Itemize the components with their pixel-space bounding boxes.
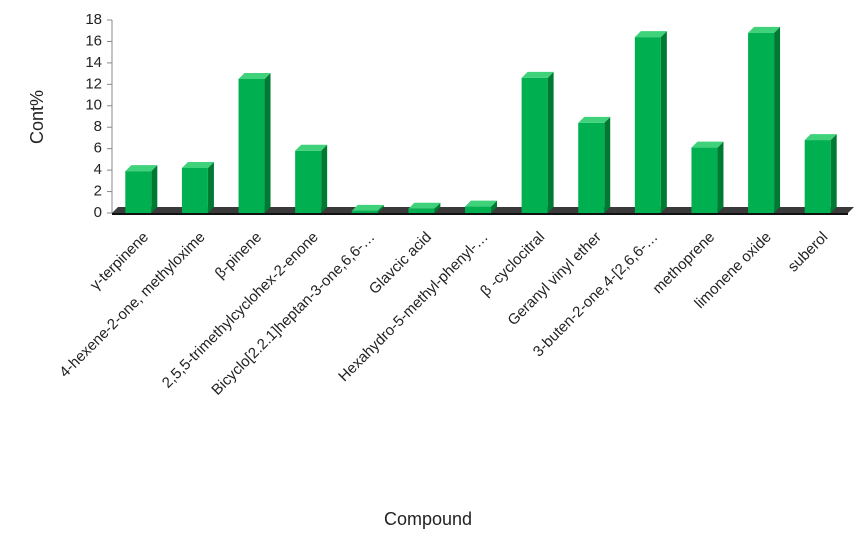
bar-front bbox=[238, 78, 265, 213]
bar-top bbox=[238, 72, 271, 79]
bar bbox=[521, 71, 554, 214]
bar-front bbox=[351, 210, 378, 213]
y-tick-label: 14 bbox=[85, 54, 102, 71]
bar-front bbox=[804, 140, 831, 213]
bar-top bbox=[804, 134, 837, 141]
bar bbox=[804, 134, 837, 213]
bar-side bbox=[207, 161, 214, 213]
x-tick-label: Geranyl vinyl ether bbox=[504, 229, 604, 329]
bar-top bbox=[181, 161, 214, 168]
bar-top bbox=[691, 141, 724, 148]
bar-front bbox=[634, 37, 661, 214]
bar-side bbox=[604, 116, 611, 213]
y-tick-label: 10 bbox=[85, 97, 102, 114]
bar bbox=[634, 31, 667, 214]
bar-side bbox=[264, 72, 271, 213]
bar-side bbox=[774, 26, 781, 213]
y-tick-label: 4 bbox=[94, 161, 102, 178]
bar bbox=[351, 204, 384, 213]
bar-front bbox=[408, 208, 435, 213]
bar-side bbox=[151, 165, 158, 213]
bar-side bbox=[830, 134, 837, 213]
y-tick-label: 16 bbox=[85, 32, 102, 49]
floor-front bbox=[112, 213, 848, 215]
bar-top bbox=[521, 71, 554, 78]
bar-front bbox=[748, 32, 775, 213]
bar-side bbox=[660, 31, 667, 214]
bar bbox=[465, 200, 497, 213]
bar-side bbox=[547, 71, 554, 214]
bar-top bbox=[634, 31, 667, 38]
bar-side bbox=[491, 200, 497, 213]
bar-top bbox=[125, 165, 158, 172]
bar-top bbox=[408, 202, 441, 209]
bar bbox=[748, 26, 781, 213]
bar-front bbox=[465, 206, 491, 213]
bar-top bbox=[748, 26, 781, 33]
bar-top bbox=[295, 144, 328, 151]
y-tick-label: 0 bbox=[94, 204, 102, 221]
bar-front bbox=[295, 150, 322, 213]
y-tick-label: 6 bbox=[94, 140, 102, 157]
x-axis-label: Compound bbox=[384, 509, 472, 529]
bar-side bbox=[434, 202, 441, 213]
bar bbox=[295, 144, 328, 213]
bar bbox=[691, 141, 724, 213]
bar-front bbox=[181, 167, 208, 213]
y-axis-label: Cont% bbox=[27, 90, 47, 144]
y-tick-label: 18 bbox=[85, 11, 102, 28]
bar-front bbox=[691, 147, 718, 213]
bar bbox=[408, 202, 441, 213]
x-tick-label: β-pinene bbox=[212, 229, 266, 283]
bar-top bbox=[351, 204, 384, 211]
bar-front bbox=[125, 171, 152, 213]
bar-side bbox=[377, 204, 384, 213]
bar-top bbox=[465, 200, 497, 207]
y-tick-label: 8 bbox=[94, 118, 102, 135]
bar-side bbox=[321, 144, 328, 213]
bar bbox=[181, 161, 214, 213]
bar-side bbox=[717, 141, 724, 213]
bar-front bbox=[578, 122, 605, 213]
bar bbox=[125, 165, 158, 213]
y-tick-label: 2 bbox=[94, 183, 102, 200]
x-tick-label: suberol bbox=[785, 229, 832, 276]
bar-top bbox=[578, 116, 611, 123]
bar bbox=[238, 72, 271, 213]
bar-front bbox=[521, 77, 548, 214]
y-tick-label: 12 bbox=[85, 75, 102, 92]
bar bbox=[578, 116, 611, 213]
